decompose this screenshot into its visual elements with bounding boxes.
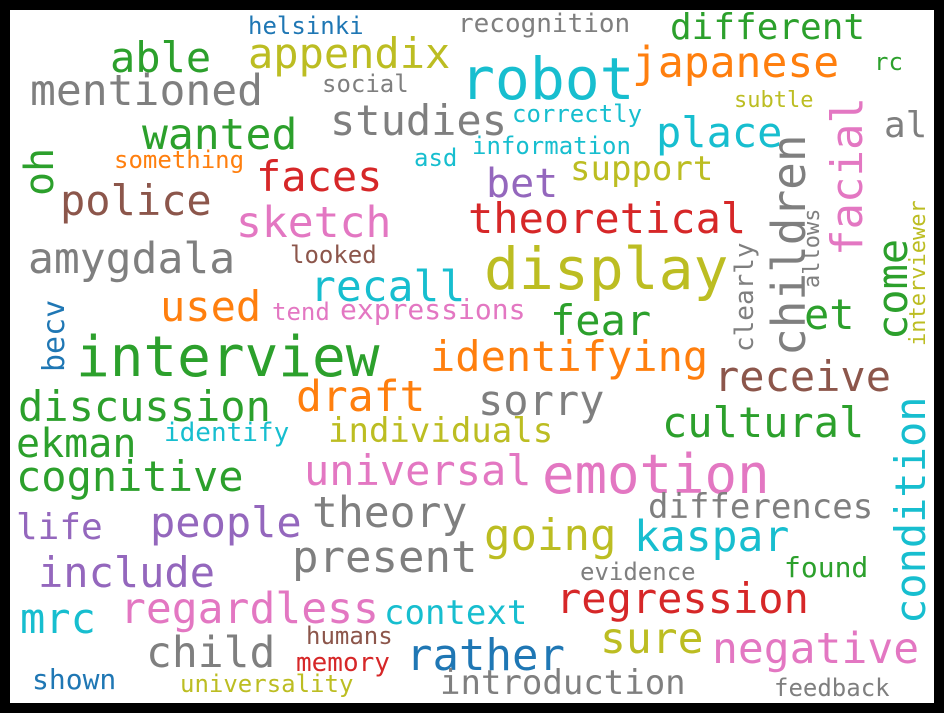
word-emotion: emotion (542, 443, 770, 506)
word-sure: sure (600, 614, 704, 664)
word-universal: universal (304, 446, 532, 495)
word-social: social (322, 70, 409, 98)
word-rather: rather (406, 630, 565, 681)
word-al: al (884, 105, 928, 146)
word-cloud: helsinki recognition different able appe… (10, 10, 934, 703)
word-amygdala: amygdala (28, 234, 236, 284)
word-oh: oh (17, 147, 63, 196)
word-faces: faces (256, 152, 383, 201)
word-display: display (484, 235, 729, 303)
word-introduction: introduction (440, 663, 686, 703)
word-identify: identify (164, 418, 290, 448)
word-japanese: japanese (632, 38, 840, 88)
word-clearly: clearly (730, 242, 760, 352)
word-asd: asd (414, 144, 458, 172)
word-recognition: recognition (458, 10, 631, 39)
word-cultural: cultural (662, 398, 865, 447)
word-identifying: identifying (430, 332, 709, 381)
word-correctly: correctly (512, 100, 643, 128)
word-looked: looked (290, 241, 377, 269)
word-place: place (656, 108, 783, 157)
word-include: include (38, 548, 216, 597)
word-come: come (868, 238, 917, 340)
word-regression: regression (556, 574, 809, 623)
word-police: police (60, 176, 212, 225)
word-individuals: individuals (328, 411, 554, 451)
word-regardless: regardless (120, 584, 379, 634)
word-becv: becv (37, 299, 72, 372)
word-helsinki: helsinki (248, 12, 364, 40)
word-different: different (670, 10, 866, 48)
word-tend: tend (272, 298, 330, 326)
word-shown: shown (32, 663, 117, 696)
word-condition: condition (886, 396, 934, 624)
word-feedback: feedback (774, 674, 890, 702)
word-allows: allows (800, 208, 825, 288)
word-theory: theory (312, 488, 468, 538)
word-receive: receive (714, 352, 892, 401)
word-wanted: wanted (142, 110, 298, 160)
word-something: something (114, 146, 245, 174)
word-studies: studies (330, 96, 508, 145)
word-evidence: evidence (580, 558, 696, 586)
word-life: life (16, 507, 103, 548)
word-fear: fear (550, 296, 652, 345)
word-bet: bet (486, 161, 559, 207)
word-differences: differences (648, 487, 874, 527)
word-support: support (570, 149, 714, 189)
word-cognitive: cognitive (16, 452, 244, 501)
word-recall: recall (310, 262, 466, 312)
word-going: going (484, 510, 617, 561)
word-theoretical: theoretical (468, 194, 747, 243)
word-information: information (472, 132, 631, 160)
word-mrc: mrc (20, 594, 96, 643)
word-present: present (292, 532, 478, 583)
word-robot: robot (460, 45, 635, 113)
word-et: et (804, 290, 855, 339)
word-draft: draft (296, 372, 426, 422)
word-humans: humans (306, 622, 393, 650)
word-people: people (150, 498, 302, 547)
word-context: context (384, 593, 528, 633)
word-sorry: sorry (478, 376, 605, 425)
word-subtle: subtle (734, 88, 814, 113)
word-able: able (110, 33, 212, 82)
word-negative: negative (712, 624, 920, 674)
word-discussion: discussion (18, 382, 271, 431)
word-mentioned: mentioned (30, 66, 263, 116)
word-sketch: sketch (236, 198, 392, 248)
word-appendix: appendix (248, 29, 451, 78)
word-interview: interview (76, 325, 380, 390)
word-ekman: ekman (16, 421, 137, 467)
word-kaspar: kaspar (634, 512, 790, 562)
word-found: found (784, 551, 869, 584)
word-used: used (160, 282, 262, 331)
word-expressions: expressions (340, 293, 526, 326)
word-memory: memory (296, 648, 390, 678)
word-universality: universality (180, 670, 354, 698)
word-facial: facial (822, 97, 873, 256)
word-child: child (146, 628, 276, 678)
word-rc: rc (874, 48, 903, 76)
